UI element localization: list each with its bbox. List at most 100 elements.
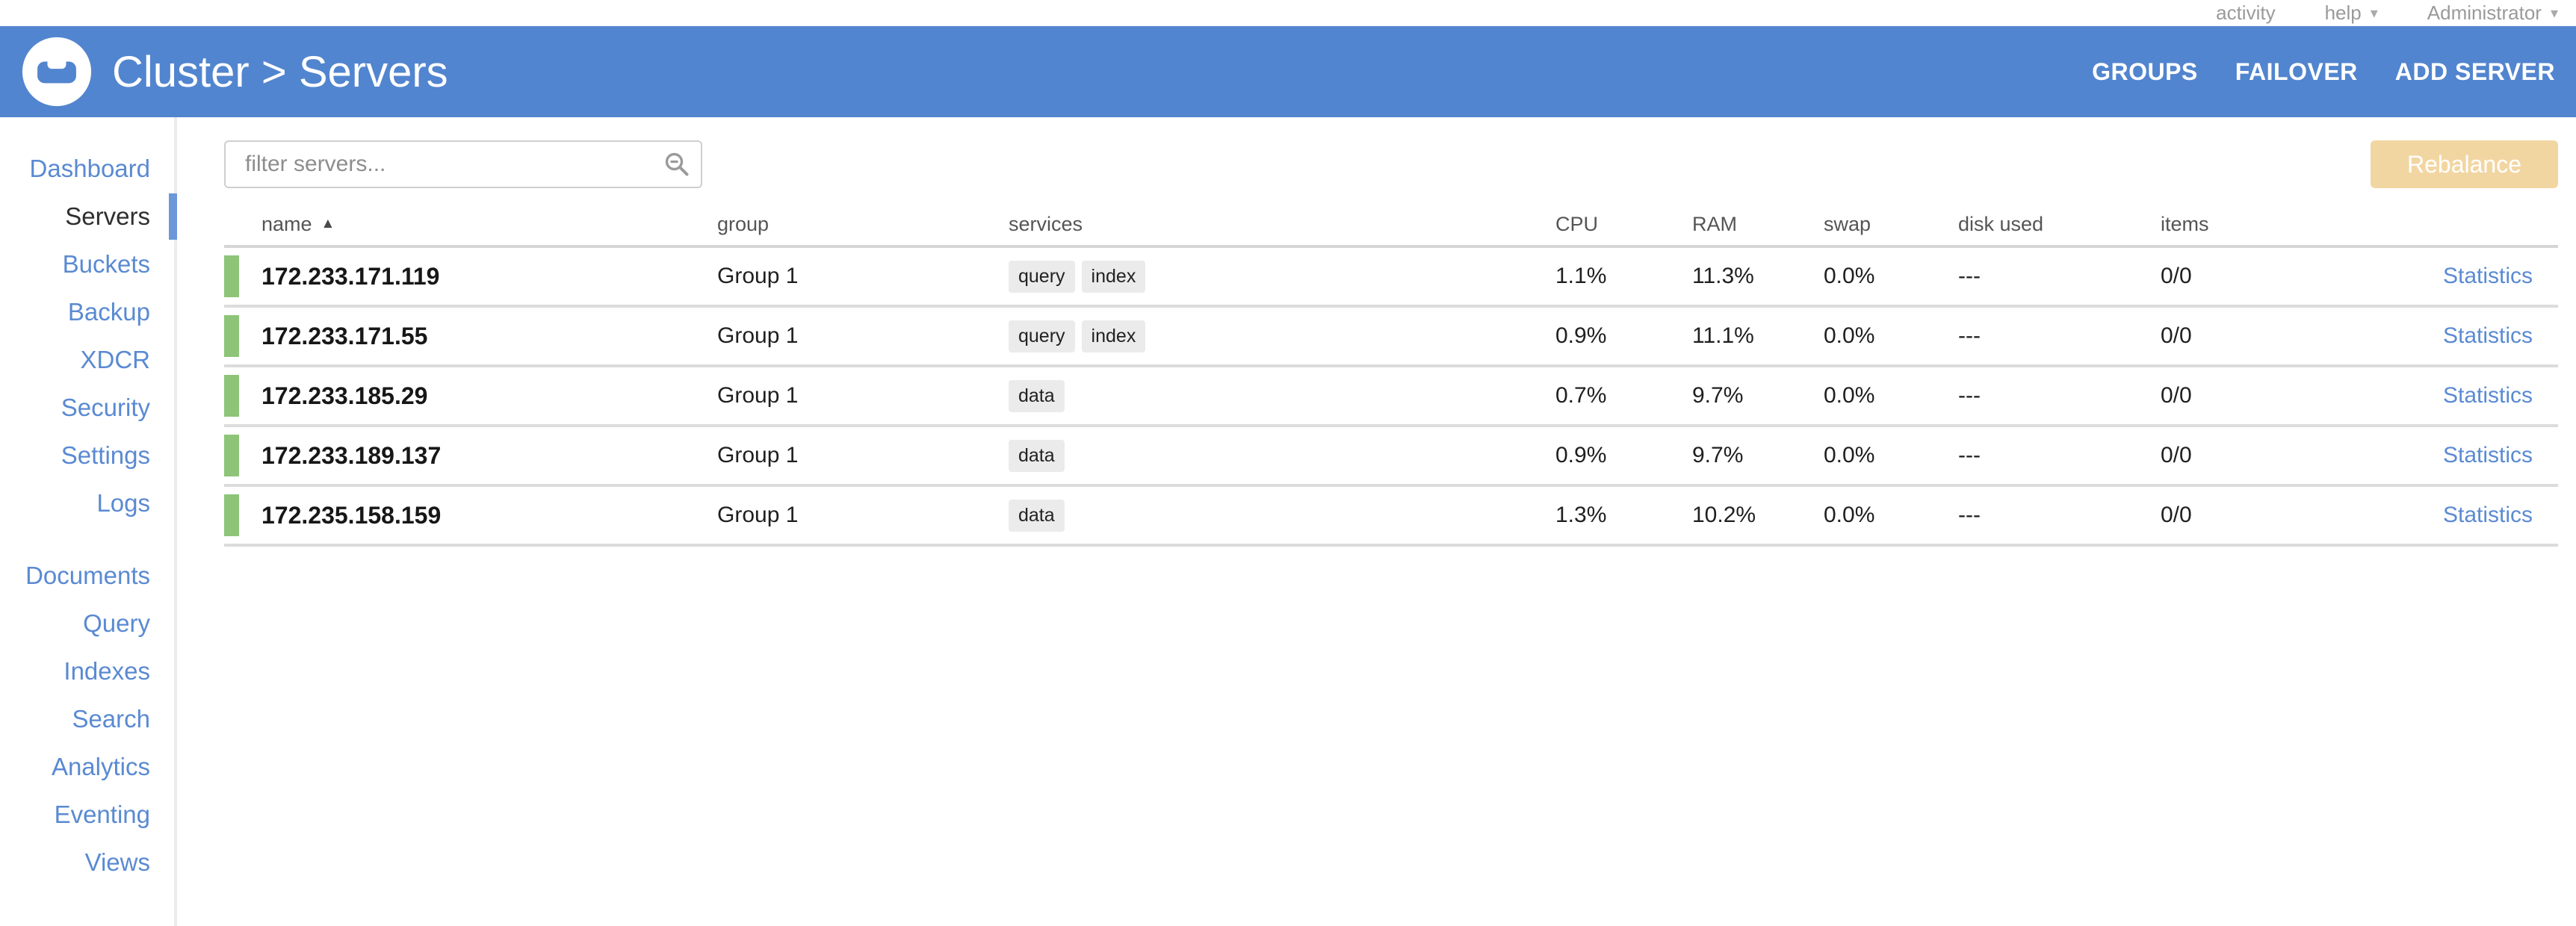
server-items: 0/0 [2161,323,2192,348]
server-status-cell [224,435,239,476]
topbar: activity help ▾ Administrator ▾ [0,0,2576,26]
server-disk-used: --- [1958,503,1981,527]
sidebar-item-settings[interactable]: Settings [61,441,150,469]
server-items: 0/0 [2161,383,2192,408]
appbar-action-add-server[interactable]: ADD SERVER [2394,58,2555,85]
sidebar-item-indexes[interactable]: Indexes [64,657,150,685]
appbar-action-groups[interactable]: GROUPS [2092,58,2198,85]
help-label: help [2324,1,2362,24]
column-header-ram: RAM [1692,212,1737,235]
server-status-cell [224,494,239,536]
server-name: 172.233.171.119 [261,262,440,290]
server-status-cell [224,315,239,357]
sidebar-item-query[interactable]: Query [83,609,150,637]
server-disk-used: --- [1958,443,1981,467]
server-group: Group 1 [717,323,799,348]
server-cpu: 1.1% [1555,264,1607,288]
search-icon [665,152,689,176]
user-menu[interactable]: Administrator ▾ [2427,1,2558,25]
column-header-disk-used: disk used [1958,212,2044,235]
main-content: Rebalance name ▲ group services CPU RAM swap di… [177,117,2576,926]
server-row[interactable]: 172.233.189.137 Group 1 data 0.9% 9.7% 0.0% --… [224,427,2558,487]
server-healthy-bar [224,315,239,357]
statistics-link[interactable]: Statistics [2442,323,2533,348]
server-table: name ▲ group services CPU RAM swap disk used ite… [224,203,2558,547]
column-header-name-label: name [261,212,312,235]
sidebar-item-servers[interactable]: Servers [0,193,177,240]
server-ram: 10.2% [1692,503,1756,527]
filter-field-wrap [224,140,702,188]
sidebar-item-search[interactable]: Search [72,705,150,733]
appbar-action-failover[interactable]: FAILOVER [2235,58,2358,85]
activity-link[interactable]: activity [2216,1,2275,25]
server-healthy-bar [224,375,239,417]
sidebar-item-security[interactable]: Security [61,394,150,421]
sidebar-item-views[interactable]: Views [84,848,150,876]
server-row[interactable]: 172.233.185.29 Group 1 data 0.7% 9.7% 0.0% ---… [224,367,2558,427]
sidebar-item-documents[interactable]: Documents [25,562,150,589]
sidebar-item-xdcr[interactable]: XDCR [80,346,150,373]
server-healthy-bar [224,494,239,536]
server-services: data [1009,379,1555,412]
service-badge-data: data [1009,379,1065,412]
activity-label: activity [2216,1,2276,24]
server-items: 0/0 [2161,503,2192,527]
server-ram: 11.3% [1692,264,1754,288]
server-ram: 9.7% [1692,383,1744,408]
main-layout: Dashboard Servers Buckets Backup XDCR Securit… [0,117,2576,926]
filter-toolbar: Rebalance [224,140,2558,188]
help-menu[interactable]: help ▾ [2325,1,2378,25]
couchbase-logo-icon [22,37,92,107]
chevron-down-icon: ▾ [2370,4,2378,22]
server-status-cell [224,255,239,297]
sidebar-item-backup[interactable]: Backup [67,298,150,326]
appbar: Cluster > Servers GROUPS FAILOVER ADD SERV… [0,26,2576,117]
sidebar-item-eventing[interactable]: Eventing [54,801,150,828]
server-swap: 0.0% [1824,383,1875,408]
statistics-link[interactable]: Statistics [2442,443,2533,467]
sidebar-item-dashboard[interactable]: Dashboard [29,155,150,182]
server-items: 0/0 [2161,264,2192,288]
column-header-cpu: CPU [1555,212,1599,235]
server-group: Group 1 [717,443,799,467]
table-header: name ▲ group services CPU RAM swap disk used ite… [224,203,2558,248]
service-badge-query: query [1009,260,1075,293]
sidebar-group-2: Documents Query Indexes Search Analytics Even… [0,552,174,886]
sidebar-item-buckets[interactable]: Buckets [62,250,150,278]
column-header-services: services [1009,212,1083,235]
server-swap: 0.0% [1824,323,1875,348]
sort-asc-icon: ▲ [321,216,335,232]
sidebar: Dashboard Servers Buckets Backup XDCR Securit… [0,117,177,926]
server-group: Group 1 [717,503,799,527]
server-name: 172.233.171.55 [261,322,428,349]
sidebar-item-analytics[interactable]: Analytics [51,753,150,780]
statistics-link[interactable]: Statistics [2442,503,2533,527]
server-row[interactable]: 172.233.171.55 Group 1 query index 0.9% 11.1%… [224,308,2558,367]
server-group: Group 1 [717,383,799,408]
server-name: 172.235.158.159 [261,501,442,529]
statistics-link[interactable]: Statistics [2442,264,2533,288]
server-table-body: 172.233.171.119 Group 1 query index 1.1% 11.3… [224,248,2558,547]
rebalance-button[interactable]: Rebalance [2371,140,2558,188]
server-ram: 9.7% [1692,443,1744,467]
column-header-name[interactable]: name ▲ [239,213,717,236]
server-name: 172.233.189.137 [261,441,442,469]
server-disk-used: --- [1958,264,1981,288]
filter-servers-input[interactable] [224,140,702,188]
user-label: Administrator [2427,1,2542,24]
sidebar-item-logs[interactable]: Logs [96,489,150,517]
server-cpu: 1.3% [1555,503,1607,527]
server-cpu: 0.9% [1555,443,1607,467]
server-healthy-bar [224,255,239,297]
server-row[interactable]: 172.235.158.159 Group 1 data 1.3% 10.2% 0.0% -… [224,487,2558,547]
server-row[interactable]: 172.233.171.119 Group 1 query index 1.1% 11.3… [224,248,2558,308]
chevron-down-icon: ▾ [2550,4,2558,22]
server-services: data [1009,499,1555,532]
statistics-link[interactable]: Statistics [2442,383,2533,408]
server-items: 0/0 [2161,443,2192,467]
server-disk-used: --- [1958,383,1981,408]
appbar-actions: GROUPS FAILOVER ADD SERVER [2092,58,2555,86]
service-badge-index: index [1081,320,1146,352]
server-services: query index [1009,260,1555,293]
column-header-swap: swap [1824,212,1871,235]
